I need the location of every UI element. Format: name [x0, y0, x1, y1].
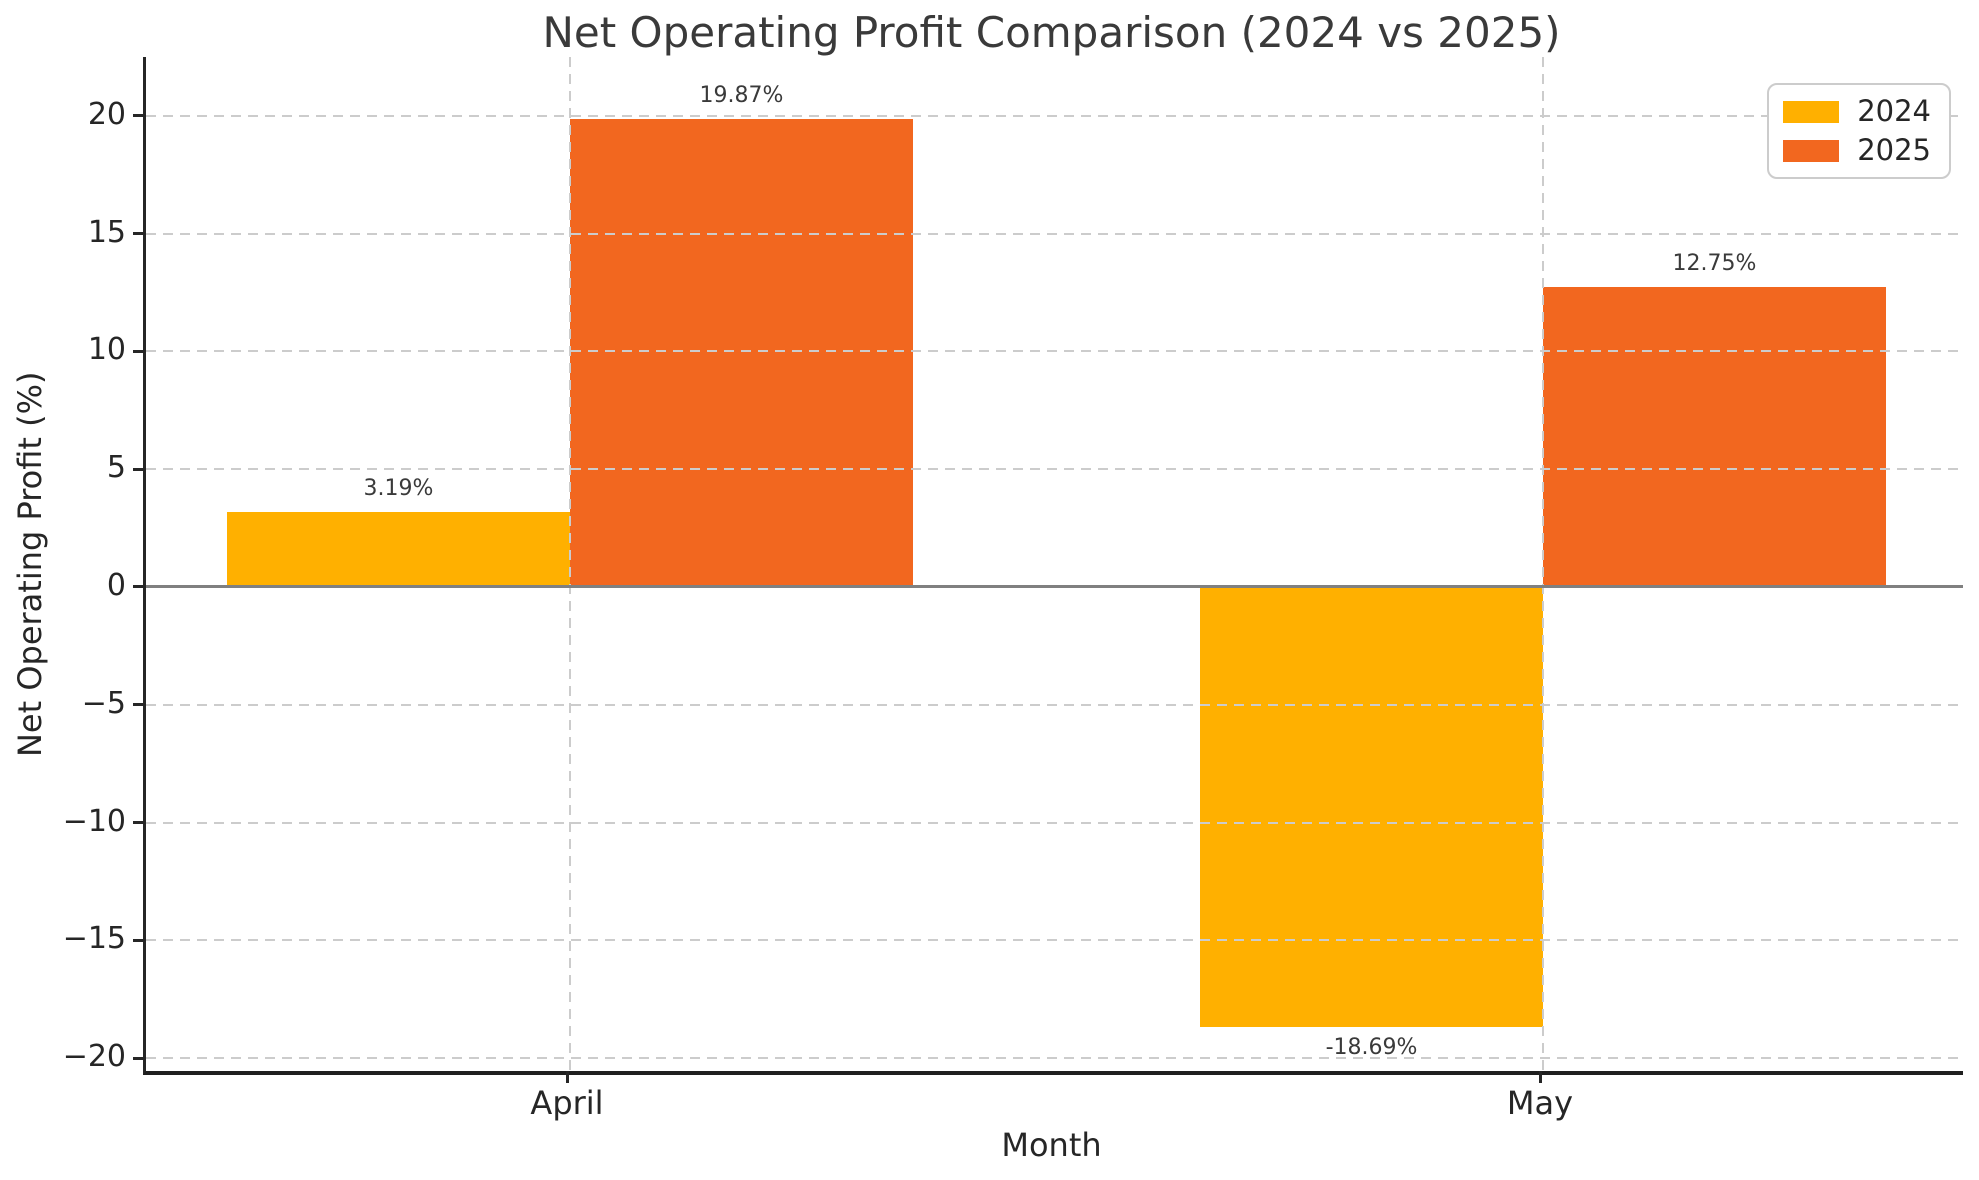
y-tick-mark — [133, 467, 143, 471]
gridline-y--5 — [146, 703, 1963, 706]
bar-value-label: 19.87% — [699, 82, 784, 108]
bar-value-label: 12.75% — [1672, 250, 1757, 276]
gridline-y-20 — [146, 114, 1963, 117]
y-tick-label: −15 — [62, 921, 126, 957]
y-tick-mark — [133, 585, 143, 589]
y-tick-mark — [133, 1056, 143, 1060]
y-tick-label: −20 — [62, 1039, 126, 1075]
bar-may-2024 — [1200, 586, 1543, 1028]
gridline-y-15 — [146, 232, 1963, 235]
gridline-y-5 — [146, 468, 1963, 471]
x-tick-mark — [1538, 1071, 1542, 1083]
bar-value-label: -18.69% — [1325, 1035, 1418, 1061]
y-tick-mark — [133, 114, 143, 118]
y-axis-label: Net Operating Profit (%) — [11, 371, 49, 757]
gridline-y--20 — [146, 1057, 1963, 1060]
y-tick-label: 20 — [87, 96, 126, 132]
bar-may-2025 — [1543, 286, 1886, 587]
x-tick-label-may: May — [1506, 1084, 1574, 1122]
y-tick-label: 15 — [87, 214, 126, 250]
gridline-y--15 — [146, 939, 1963, 942]
y-tick-label: 5 — [106, 450, 126, 486]
y-tick-mark — [133, 349, 143, 353]
gridline-y-10 — [146, 350, 1963, 353]
y-tick-label: −5 — [81, 685, 126, 721]
bar-april-2025 — [570, 118, 913, 587]
x-tick-label-april: April — [530, 1084, 604, 1122]
zero-line — [146, 585, 1963, 589]
y-tick-label: −10 — [62, 803, 126, 839]
gridline-x-may — [1542, 57, 1544, 1071]
plot-area: 2024 2025 3.19% -18.69% 19.87% 12.75% — [133, 57, 1963, 1075]
x-tick-mark — [565, 1071, 569, 1083]
y-tick-mark — [133, 232, 143, 236]
chart-title: Net Operating Profit Comparison (2024 vs… — [542, 8, 1561, 57]
legend-swatch-2024 — [1783, 100, 1840, 123]
x-axis-label: Month — [1001, 1126, 1102, 1164]
legend-item-2025: 2025 — [1783, 136, 1931, 165]
legend-label: 2024 — [1857, 94, 1931, 128]
y-tick-mark — [133, 821, 143, 824]
y-tick-mark — [133, 938, 143, 942]
legend-swatch-2025 — [1783, 139, 1840, 162]
legend-label: 2025 — [1857, 133, 1931, 167]
y-tick-label: 10 — [87, 332, 126, 368]
y-tick-label: 0 — [106, 567, 126, 603]
legend-item-2024: 2024 — [1783, 97, 1931, 126]
y-tick-mark — [133, 703, 143, 707]
bar-value-label: 3.19% — [363, 475, 434, 501]
legend: 2024 2025 — [1767, 83, 1951, 179]
gridline-x-april — [569, 57, 571, 1071]
bar-april-2024 — [227, 511, 570, 587]
gridline-y--10 — [146, 821, 1963, 824]
